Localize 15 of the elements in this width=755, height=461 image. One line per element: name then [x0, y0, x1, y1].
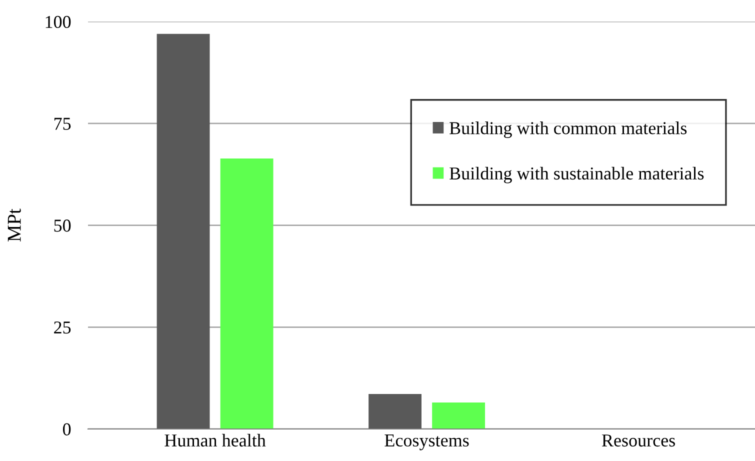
y-axis-title: MPt — [8, 208, 21, 242]
x-tick-label: Human health — [164, 434, 266, 447]
y-tick-label: 25 — [54, 321, 71, 334]
legend-label: Building with common materials — [450, 122, 687, 138]
y-tick-label: 0 — [62, 423, 71, 436]
bar — [156, 34, 210, 429]
y-tick-label: 75 — [54, 118, 71, 130]
x-tick-label: Ecosystems — [384, 434, 469, 450]
y-tick-label: 100 — [46, 16, 71, 28]
bar — [432, 402, 486, 429]
legend-label: Building with sustainable materials — [450, 166, 704, 184]
y-tick-label: 50 — [54, 220, 71, 232]
bar — [368, 394, 422, 429]
bar — [220, 158, 274, 429]
x-tick-label: Resources — [602, 434, 675, 447]
